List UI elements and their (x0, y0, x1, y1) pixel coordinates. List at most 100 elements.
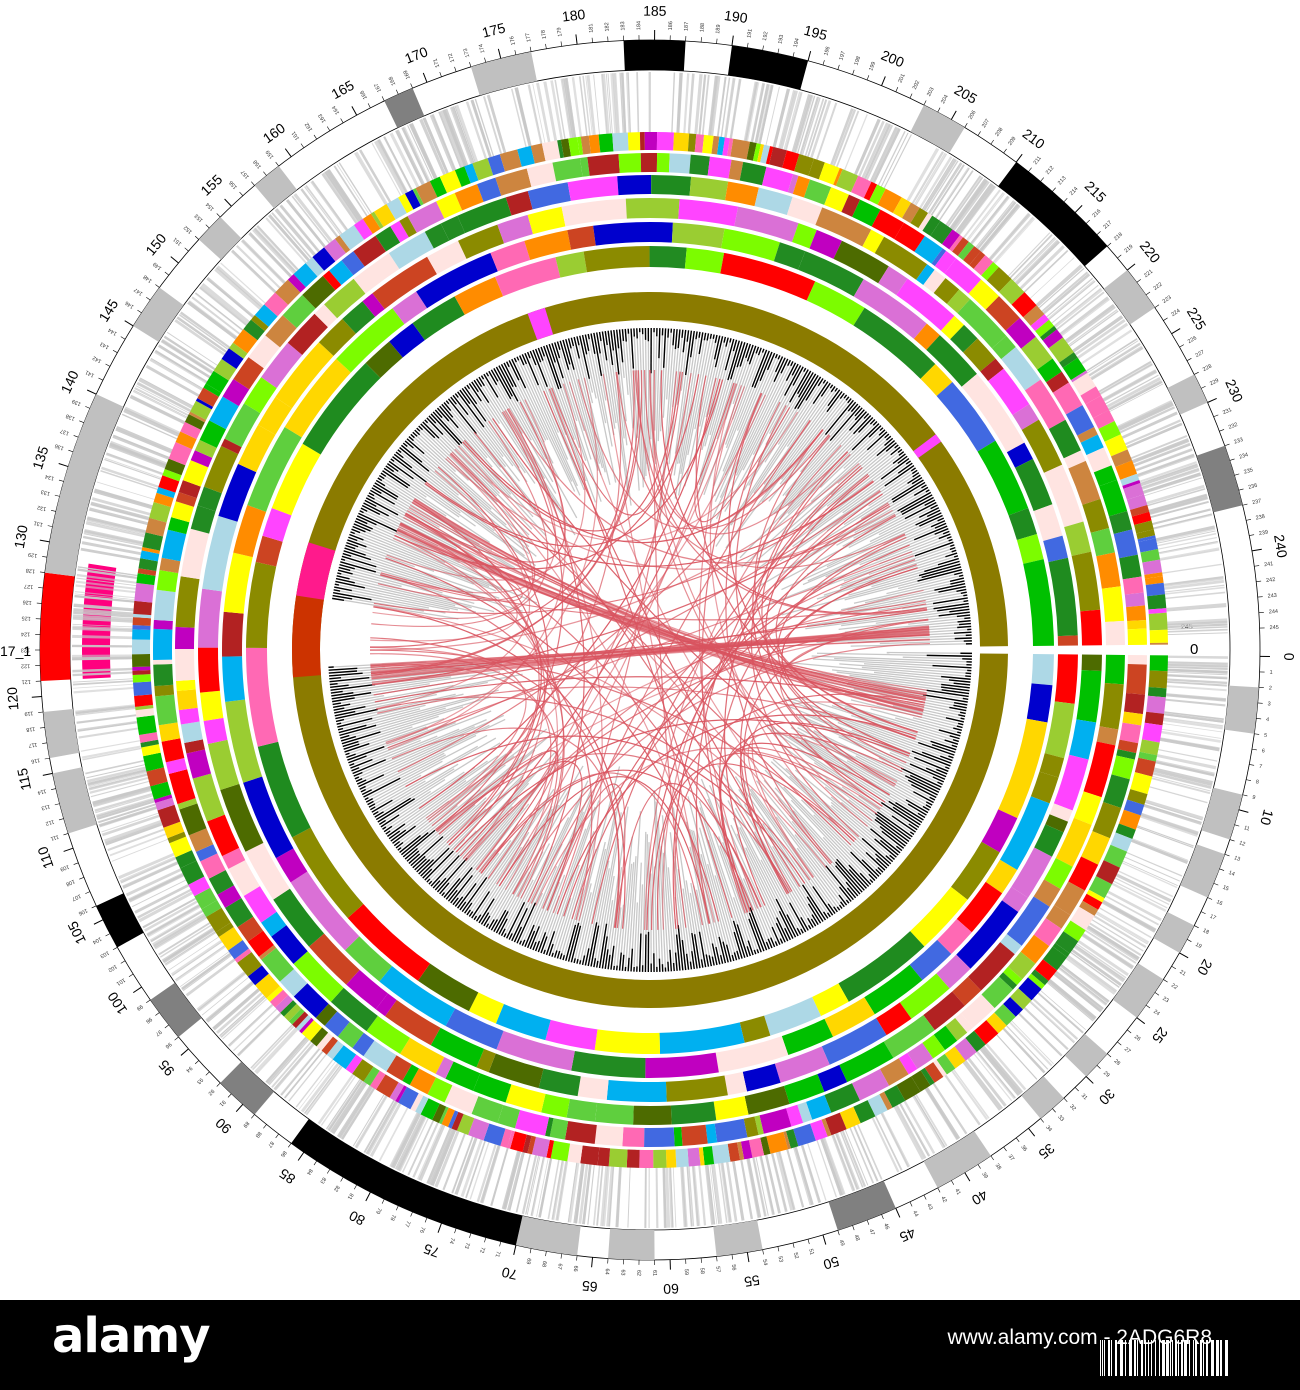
histogram-shadow (725, 391, 843, 549)
histogram-bar (698, 332, 704, 355)
density-line (1047, 287, 1102, 332)
barcode-bar (1155, 1340, 1156, 1376)
density-line (165, 927, 223, 966)
histogram-shadow (657, 328, 664, 442)
tick-label-minor: 89 (241, 1120, 250, 1129)
tick-mark (1015, 1137, 1020, 1143)
density-line (72, 616, 141, 624)
feature-segment (1003, 996, 1023, 1017)
histogram-bar (963, 600, 969, 603)
tick-label-major: 55 (743, 1272, 761, 1290)
feature-segment (1117, 739, 1139, 754)
feature-segment (864, 964, 923, 1015)
density-line (89, 507, 156, 527)
histogram-bar (949, 735, 960, 740)
feature-segment (1048, 337, 1074, 363)
density-line (1159, 673, 1228, 679)
histogram-bar (838, 904, 843, 909)
tick-mark (424, 1217, 428, 1223)
histogram-shadow (334, 583, 459, 611)
histogram-bar (596, 332, 601, 354)
histogram-bar (478, 898, 495, 924)
histogram-bar (447, 398, 477, 434)
link-chord (413, 499, 927, 694)
tick-label-major: 210 (1020, 125, 1048, 152)
link-chord (781, 567, 918, 755)
density-line (325, 1072, 365, 1130)
density-line (159, 920, 219, 958)
feature-segment (288, 1008, 305, 1025)
feature-track-5 (222, 222, 1078, 1078)
histogram-bar (930, 740, 957, 751)
density-line (460, 1131, 486, 1198)
histogram-bar (335, 708, 378, 720)
histogram-bar (850, 403, 859, 413)
ideogram-band (1167, 374, 1208, 415)
density-line (320, 1069, 361, 1126)
feature-segment (332, 1045, 357, 1070)
histogram-bar (452, 897, 459, 906)
tick-label-major: 155 (197, 171, 225, 199)
density-line (1134, 469, 1200, 493)
feature-track-2 (152, 153, 1147, 1147)
feature-segment (649, 246, 687, 269)
density-line (1070, 322, 1129, 364)
feature-segment (190, 400, 212, 420)
density-line (1047, 288, 1103, 333)
histogram-bar (747, 940, 754, 956)
tick-mark (895, 87, 899, 92)
histogram-bar (380, 814, 400, 828)
histogram-shadow (519, 355, 578, 487)
density-line (90, 778, 157, 798)
histogram-bar (926, 509, 941, 518)
feature-segment (728, 159, 744, 181)
histogram-bar (826, 912, 831, 918)
feature-segment (739, 161, 767, 186)
histogram-bar (888, 800, 923, 824)
density-line (145, 364, 207, 401)
density-line (398, 1109, 430, 1172)
feature-segment (135, 708, 155, 718)
histogram-bar (936, 768, 948, 775)
histogram-bar (377, 477, 383, 482)
density-line (672, 1159, 677, 1228)
density-line (219, 990, 271, 1037)
feature-segment (159, 557, 181, 574)
density-line (479, 1137, 503, 1204)
tick-label-minor: 182 (604, 22, 611, 32)
barcode-bar (1134, 1340, 1136, 1376)
histogram-bar (958, 574, 964, 577)
density-line (1139, 488, 1206, 509)
density-line (612, 73, 620, 142)
link-chord (372, 456, 534, 620)
histogram-bar (339, 563, 355, 570)
density-line (324, 170, 366, 229)
density-line (118, 849, 182, 880)
feature-segment (132, 654, 151, 668)
feature-segment (292, 827, 364, 918)
tick-mark (1085, 1076, 1094, 1084)
feature-segment (824, 187, 849, 212)
feature-segment (702, 1146, 715, 1166)
feature-segment (342, 301, 376, 334)
tick-label-minor: 133 (40, 488, 50, 496)
ideogram-band (608, 1228, 655, 1260)
feature-segment (132, 639, 151, 655)
histogram-bar (957, 625, 972, 629)
density-line (1095, 896, 1157, 931)
histogram-bar (554, 950, 558, 958)
feature-segment (1145, 582, 1165, 597)
tick-label-major: 195 (802, 22, 829, 44)
density-line (1071, 935, 1129, 977)
histogram-shadow (794, 834, 850, 904)
feature-segment (477, 177, 502, 202)
feature-segment (1086, 889, 1105, 903)
density-line (934, 170, 974, 228)
histogram-bar (337, 717, 373, 728)
tick-mark (881, 76, 886, 86)
histogram-bar (551, 343, 564, 379)
feature-segment (1127, 789, 1148, 805)
feature-segment (740, 1140, 753, 1160)
feature-segment (1023, 559, 1054, 646)
histogram-bar (845, 899, 850, 904)
